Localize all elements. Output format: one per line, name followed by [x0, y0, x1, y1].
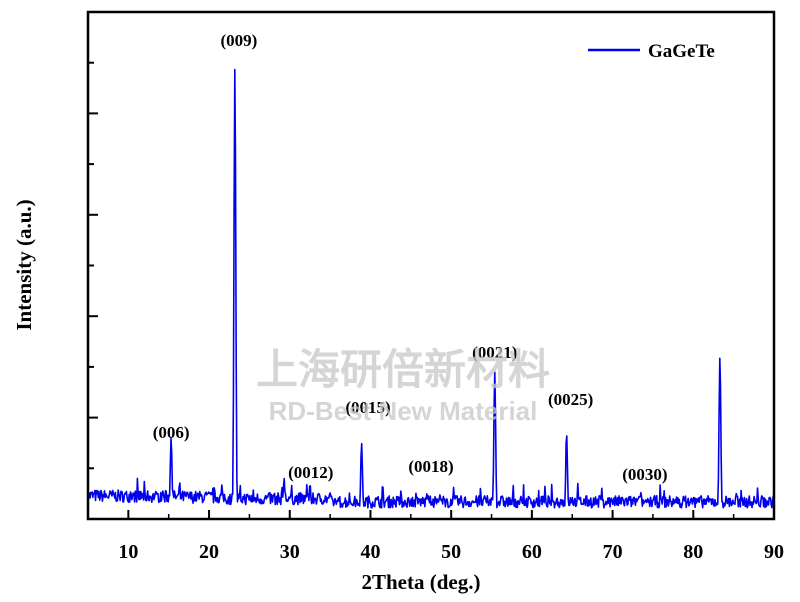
x-tick-label: 50: [441, 541, 461, 563]
peak-label: (0030): [622, 465, 667, 484]
y-axis-title: Intensity (a.u.): [12, 199, 36, 330]
x-tick-label: 20: [199, 541, 219, 563]
x-tick-label: 10: [118, 541, 138, 563]
peak-label: (009): [221, 31, 258, 50]
watermark-en: RD-Best New Material: [269, 396, 538, 426]
peak-annotations: (006) (009) (0012) (0015) (0018) (0021) (0025)…: [153, 31, 668, 484]
legend-label: GaGeTe: [648, 41, 715, 62]
peak-label: (0021): [472, 343, 517, 362]
x-axis-title: 2Theta (deg.): [362, 570, 481, 594]
peak-label: (006): [153, 423, 190, 442]
peak-label: (0012): [288, 463, 333, 482]
peak-label: (0015): [345, 398, 390, 417]
x-tick-label: 40: [360, 541, 380, 563]
peak-label: (0018): [408, 457, 453, 476]
x-tick-label: 60: [522, 541, 542, 563]
legend: GaGeTe: [588, 41, 715, 62]
watermark-cn: 上海研倍新材料: [256, 345, 550, 394]
x-tick-label: 70: [603, 541, 623, 563]
watermark: 上海研倍新材料 RD-Best New Material: [256, 345, 550, 426]
x-tick-label: 80: [683, 541, 703, 563]
axis-ticks: 10 20 30 40 50 60 70 80 90: [87, 11, 784, 563]
x-tick-label: 30: [280, 541, 300, 563]
series-line-gagete: [87, 68, 775, 509]
plot-frame: [86, 10, 776, 521]
plot-series: [87, 68, 775, 509]
x-tick-label: 90: [764, 541, 784, 563]
peak-label: (0025): [548, 390, 593, 409]
